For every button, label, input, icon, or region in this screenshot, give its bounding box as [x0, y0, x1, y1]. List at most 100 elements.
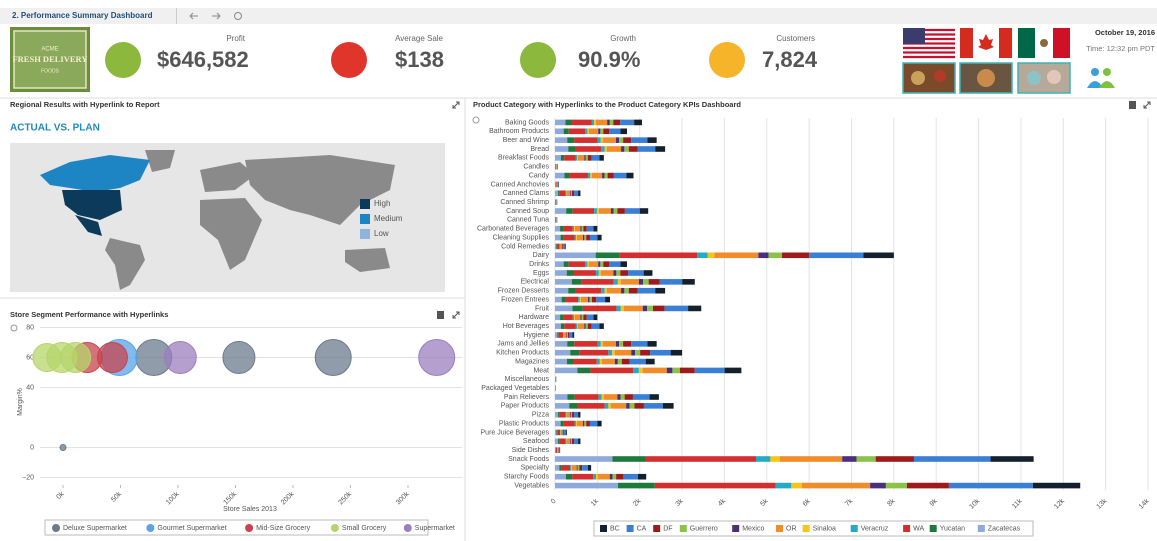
- bar-segment[interactable]: [555, 412, 558, 418]
- bar-segment[interactable]: [574, 270, 596, 276]
- bar-segment[interactable]: [578, 323, 584, 329]
- bar-segment[interactable]: [631, 350, 635, 356]
- bar-segment[interactable]: [601, 137, 603, 143]
- bar-segment[interactable]: [625, 394, 633, 400]
- bar-segment[interactable]: [597, 359, 600, 365]
- bar-segment[interactable]: [607, 288, 621, 294]
- bar-segment[interactable]: [590, 173, 592, 179]
- bar-segment[interactable]: [605, 297, 610, 303]
- bar-segment[interactable]: [566, 190, 567, 196]
- bar-segment[interactable]: [569, 332, 572, 338]
- bar-segment[interactable]: [876, 456, 914, 462]
- bar-segment[interactable]: [575, 421, 576, 427]
- bar-segment[interactable]: [623, 137, 631, 143]
- bar-segment[interactable]: [650, 394, 659, 400]
- bar-segment[interactable]: [560, 190, 566, 196]
- bar-segment[interactable]: [576, 146, 601, 152]
- bar-segment[interactable]: [558, 438, 560, 444]
- bar-segment[interactable]: [563, 430, 564, 436]
- bar-segment[interactable]: [600, 261, 603, 267]
- bar-segment[interactable]: [577, 235, 583, 241]
- bar-segment[interactable]: [581, 297, 588, 303]
- bar-segment[interactable]: [605, 288, 607, 294]
- bar-segment[interactable]: [621, 146, 624, 152]
- bar-segment[interactable]: [607, 120, 610, 126]
- bar-segment[interactable]: [576, 323, 577, 329]
- bubble[interactable]: [164, 342, 196, 374]
- bar-segment[interactable]: [576, 421, 577, 427]
- bar-segment[interactable]: [566, 412, 567, 418]
- bar-segment[interactable]: [555, 244, 556, 250]
- bar-segment[interactable]: [597, 235, 601, 241]
- bar-segment[interactable]: [605, 146, 607, 152]
- bar-segment[interactable]: [610, 120, 613, 126]
- bar-segment[interactable]: [555, 190, 558, 196]
- bar-segment[interactable]: [588, 465, 591, 471]
- bar-segment[interactable]: [578, 465, 579, 471]
- bar-segment[interactable]: [886, 483, 907, 489]
- bar-segment[interactable]: [608, 350, 612, 356]
- bar-segment[interactable]: [598, 341, 601, 347]
- bar-segment[interactable]: [555, 465, 559, 471]
- bar-segment[interactable]: [580, 297, 581, 303]
- bar-segment[interactable]: [574, 314, 575, 320]
- bar-segment[interactable]: [567, 341, 574, 347]
- bar-segment[interactable]: [611, 208, 614, 214]
- flag-mexico[interactable]: [1018, 28, 1070, 58]
- bar-segment[interactable]: [558, 190, 560, 196]
- bar-segment[interactable]: [567, 190, 570, 196]
- bar-segment[interactable]: [596, 474, 598, 480]
- bar-segment[interactable]: [619, 341, 623, 347]
- bar-segment[interactable]: [584, 323, 585, 329]
- bar-segment[interactable]: [586, 155, 588, 161]
- bar-segment[interactable]: [563, 226, 573, 232]
- bar-segment[interactable]: [621, 261, 627, 267]
- bar-segment[interactable]: [582, 314, 584, 320]
- bar-segment[interactable]: [598, 474, 610, 480]
- bar-segment[interactable]: [555, 323, 561, 329]
- bar-segment[interactable]: [555, 270, 567, 276]
- bar-segment[interactable]: [577, 323, 578, 329]
- bar-segment[interactable]: [619, 252, 697, 258]
- bar-segment[interactable]: [565, 244, 566, 250]
- bar-segment[interactable]: [576, 155, 577, 161]
- bar-segment[interactable]: [599, 270, 601, 276]
- bar-segment[interactable]: [555, 483, 618, 489]
- bar-segment[interactable]: [556, 164, 557, 170]
- bar-segment[interactable]: [612, 350, 615, 356]
- bar-segment[interactable]: [592, 173, 602, 179]
- bar-segment[interactable]: [646, 456, 756, 462]
- bar-segment[interactable]: [620, 270, 628, 276]
- bar-segment[interactable]: [639, 368, 643, 374]
- bar-segment[interactable]: [555, 297, 562, 303]
- bar-segment[interactable]: [567, 438, 570, 444]
- bar-segment[interactable]: [564, 430, 566, 436]
- bar-segment[interactable]: [596, 120, 607, 126]
- bar-segment[interactable]: [577, 155, 578, 161]
- bar-segment[interactable]: [567, 359, 574, 365]
- bar-segment[interactable]: [555, 128, 564, 134]
- bar-segment[interactable]: [598, 261, 600, 267]
- bar-segment[interactable]: [563, 314, 573, 320]
- bar-segment[interactable]: [602, 359, 615, 365]
- bar-segment[interactable]: [574, 341, 597, 347]
- bar-segment[interactable]: [556, 182, 557, 188]
- bar-segment[interactable]: [604, 394, 618, 400]
- bar-segment[interactable]: [586, 235, 590, 241]
- bar-segment[interactable]: [578, 412, 580, 418]
- bar-segment[interactable]: [584, 235, 586, 241]
- bar-segment[interactable]: [600, 359, 602, 365]
- bar-segment[interactable]: [587, 314, 594, 320]
- bar-segment[interactable]: [616, 341, 619, 347]
- bar-segment[interactable]: [567, 270, 574, 276]
- bar-segment[interactable]: [695, 368, 725, 374]
- bar-segment[interactable]: [648, 341, 657, 347]
- bar-segment[interactable]: [857, 456, 876, 462]
- bar-segment[interactable]: [631, 341, 647, 347]
- bar-segment[interactable]: [655, 288, 665, 294]
- bar-segment[interactable]: [585, 128, 587, 134]
- bar-segment[interactable]: [623, 341, 631, 347]
- bar-segment[interactable]: [570, 465, 571, 471]
- bar-segment[interactable]: [602, 394, 604, 400]
- bar-segment[interactable]: [575, 394, 599, 400]
